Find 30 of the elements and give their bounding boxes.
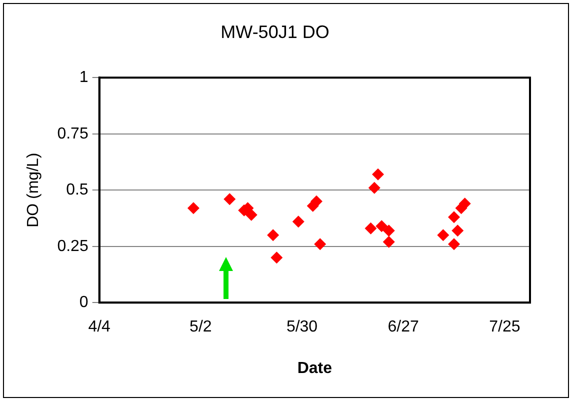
point [376,220,388,232]
point [437,229,450,242]
y-axis-title: DO (mg/L) [25,152,42,228]
point [267,229,280,242]
point [292,216,304,228]
x-tick-label: 5/30 [286,318,318,336]
point [245,208,258,221]
y-tick-label: 0 [79,294,88,312]
point [382,236,395,248]
x-tick-label: 6/27 [388,318,420,336]
y-tick-label: 0.75 [57,125,88,142]
x-axis-title: Date [297,360,332,377]
x-tick-label: 4/4 [88,318,111,336]
point [372,168,384,180]
point [187,202,200,214]
point [314,238,326,250]
y-tick-label: 0.5 [66,182,88,199]
y-tick-label: 1 [79,69,88,86]
point [368,182,380,194]
y-tick-label: 0.25 [57,238,88,255]
x-tick-label: 7/25 [489,318,520,336]
point [382,224,395,237]
point [448,211,460,224]
x-tick-label: 5/2 [190,318,212,336]
point [448,238,460,250]
point [364,222,377,234]
chart-title: MW-50J1 DO [220,22,330,42]
point [270,252,283,264]
point [452,224,464,237]
point [224,193,236,206]
